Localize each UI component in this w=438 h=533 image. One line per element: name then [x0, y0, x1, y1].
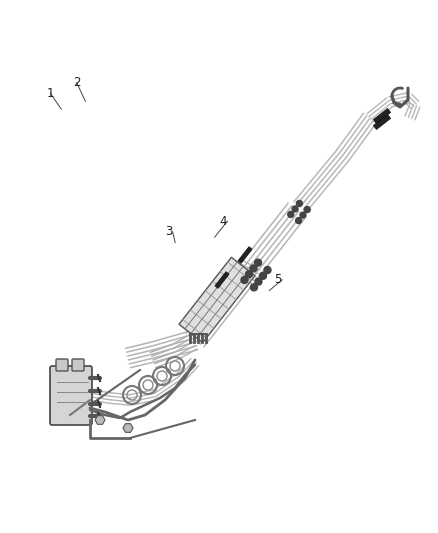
Text: 4: 4	[219, 215, 227, 228]
Circle shape	[264, 266, 271, 273]
FancyBboxPatch shape	[50, 366, 92, 425]
Circle shape	[304, 207, 310, 213]
Polygon shape	[373, 115, 391, 130]
Circle shape	[241, 277, 248, 284]
Text: 2: 2	[73, 76, 81, 89]
FancyBboxPatch shape	[72, 359, 84, 371]
Polygon shape	[123, 424, 133, 432]
Circle shape	[250, 265, 257, 272]
Circle shape	[255, 278, 262, 285]
Circle shape	[297, 200, 302, 206]
Circle shape	[246, 271, 253, 278]
Polygon shape	[95, 416, 105, 424]
Text: 1: 1	[46, 87, 54, 100]
Circle shape	[296, 217, 302, 224]
Circle shape	[251, 284, 258, 291]
Text: 3: 3	[165, 225, 172, 238]
Circle shape	[259, 272, 266, 279]
Polygon shape	[179, 257, 255, 343]
FancyBboxPatch shape	[56, 359, 68, 371]
Text: 5: 5	[275, 273, 282, 286]
Circle shape	[292, 206, 298, 212]
Circle shape	[254, 259, 261, 266]
Circle shape	[300, 212, 306, 218]
Circle shape	[288, 212, 294, 217]
Polygon shape	[373, 109, 391, 124]
Polygon shape	[238, 247, 252, 263]
Polygon shape	[215, 272, 229, 288]
